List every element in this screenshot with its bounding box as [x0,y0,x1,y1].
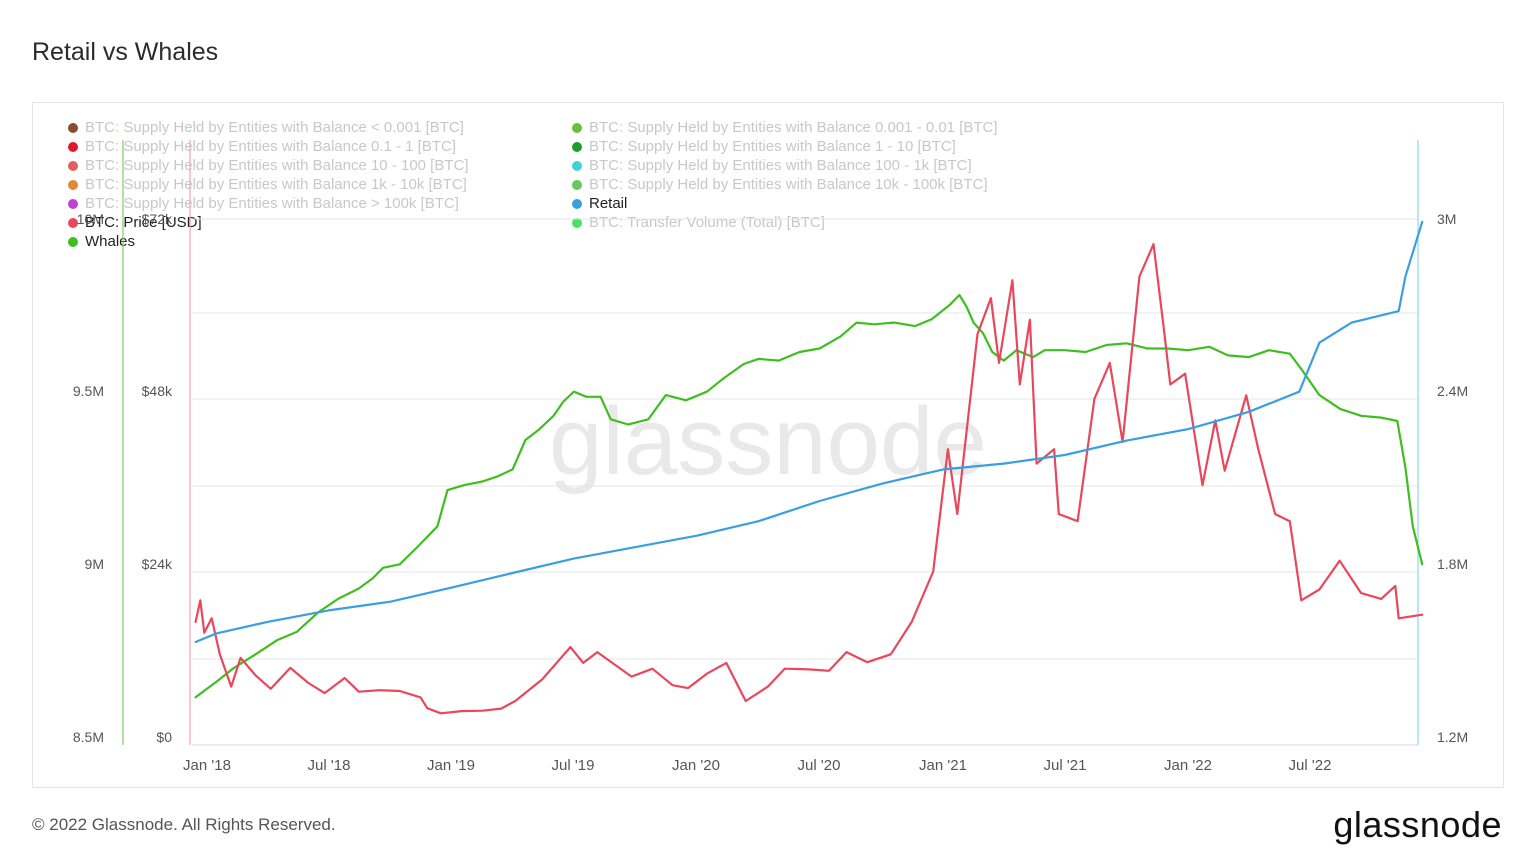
legend-item[interactable]: BTC: Supply Held by Entities with Balanc… [68,156,469,175]
x-axis-tick: Jul '19 [552,757,595,774]
legend-swatch-icon [572,179,582,190]
price-axis-tick: $24k [142,556,173,572]
legend-label: BTC: Supply Held by Entities with Balanc… [85,157,469,174]
series-line-whales [194,293,1424,699]
legend-item[interactable]: BTC: Transfer Volume (Total) [BTC] [572,213,825,232]
series-line-btc-price-usd- [194,243,1424,715]
legend-label: BTC: Supply Held by Entities with Balanc… [589,138,956,155]
retail-axis-tick: 1.8M [1437,556,1468,572]
legend-label: BTC: Supply Held by Entities with Balanc… [85,119,464,136]
legend-swatch-icon [68,141,78,152]
legend-label: BTC: Supply Held by Entities with Balanc… [85,195,459,212]
x-axis-tick: Jan '18 [183,757,231,774]
legend-item[interactable]: BTC: Supply Held by Entities with Balanc… [572,156,972,175]
x-axis-tick: Jul '20 [798,757,841,774]
x-axis-tick: Jan '21 [919,757,967,774]
x-axis-tick: Jul '18 [308,757,351,774]
legend-label: BTC: Price [USD] [85,214,202,231]
legend-item[interactable]: BTC: Supply Held by Entities with Balanc… [68,137,456,156]
x-axis-tick: Jul '21 [1044,757,1087,774]
legend-swatch-icon [68,198,78,209]
x-axis-tick: Jan '19 [427,757,475,774]
legend-swatch-icon [68,179,78,190]
legend-swatch-icon [572,198,582,209]
whales-axis-tick: 9.5M [73,383,104,399]
legend-swatch-icon [68,217,78,228]
price-axis-tick: $48k [142,383,173,399]
retail-axis-tick: 2.4M [1437,383,1468,399]
legend-label: BTC: Supply Held by Entities with Balanc… [85,176,467,193]
legend-swatch-icon [68,236,78,247]
price-axis-tick: $0 [156,729,172,745]
copyright-footer: © 2022 Glassnode. All Rights Reserved. [32,815,336,834]
legend-label: BTC: Supply Held by Entities with Balanc… [589,176,988,193]
legend-swatch-icon [572,160,582,171]
glassnode-logo[interactable]: glassnode [1333,804,1502,845]
retail-axis-tick: 3M [1437,211,1456,227]
watermark: glassnode [549,388,987,495]
legend-item[interactable]: BTC: Price [USD] [68,213,202,232]
legend-label: BTC: Supply Held by Entities with Balanc… [589,119,998,136]
legend-swatch-icon [572,217,582,228]
legend-swatch-icon [572,122,582,133]
legend-label: BTC: Transfer Volume (Total) [BTC] [589,214,825,231]
legend-label: Retail [589,195,628,212]
price-axis-tick: $72k [142,211,173,227]
legend-item[interactable]: BTC: Supply Held by Entities with Balanc… [572,118,998,137]
legend-item[interactable]: Retail [572,194,627,213]
x-axis-tick: Jul '22 [1289,757,1332,774]
legend-swatch-icon [572,141,582,152]
legend-item[interactable]: BTC: Supply Held by Entities with Balanc… [68,175,467,194]
legend-item[interactable]: BTC: Supply Held by Entities with Balanc… [572,175,988,194]
tick-labels: 8.5M 9M 9.5M 10M $0 $24k $48k $72k 1.2M 1.8M 2.4M 3… [73,211,1468,774]
x-axis-tick: Jan '22 [1164,757,1212,774]
axis-lines [122,140,1419,746]
legend-swatch-icon [68,122,78,133]
whales-axis-tick: 10M [77,211,104,227]
legend-item[interactable]: BTC: Supply Held by Entities with Balanc… [572,137,956,156]
legend-swatch-icon [68,160,78,171]
x-axis-tick: Jan '20 [672,757,720,774]
chart-title: Retail vs Whales [32,38,219,66]
retail-axis-tick: 1.2M [1437,729,1468,745]
chart-card [32,102,1504,788]
whales-axis-tick: 8.5M [73,729,104,745]
legend-label: BTC: Supply Held by Entities with Balanc… [85,138,456,155]
legend-label: BTC: Supply Held by Entities with Balanc… [589,157,972,174]
legend-item[interactable]: BTC: Supply Held by Entities with Balanc… [68,194,459,213]
series-lines [194,220,1424,715]
whales-axis-tick: 9M [85,556,104,572]
grid-lines [192,218,1418,660]
legend-item[interactable]: BTC: Supply Held by Entities with Balanc… [68,118,464,137]
series-line-retail [194,220,1424,644]
